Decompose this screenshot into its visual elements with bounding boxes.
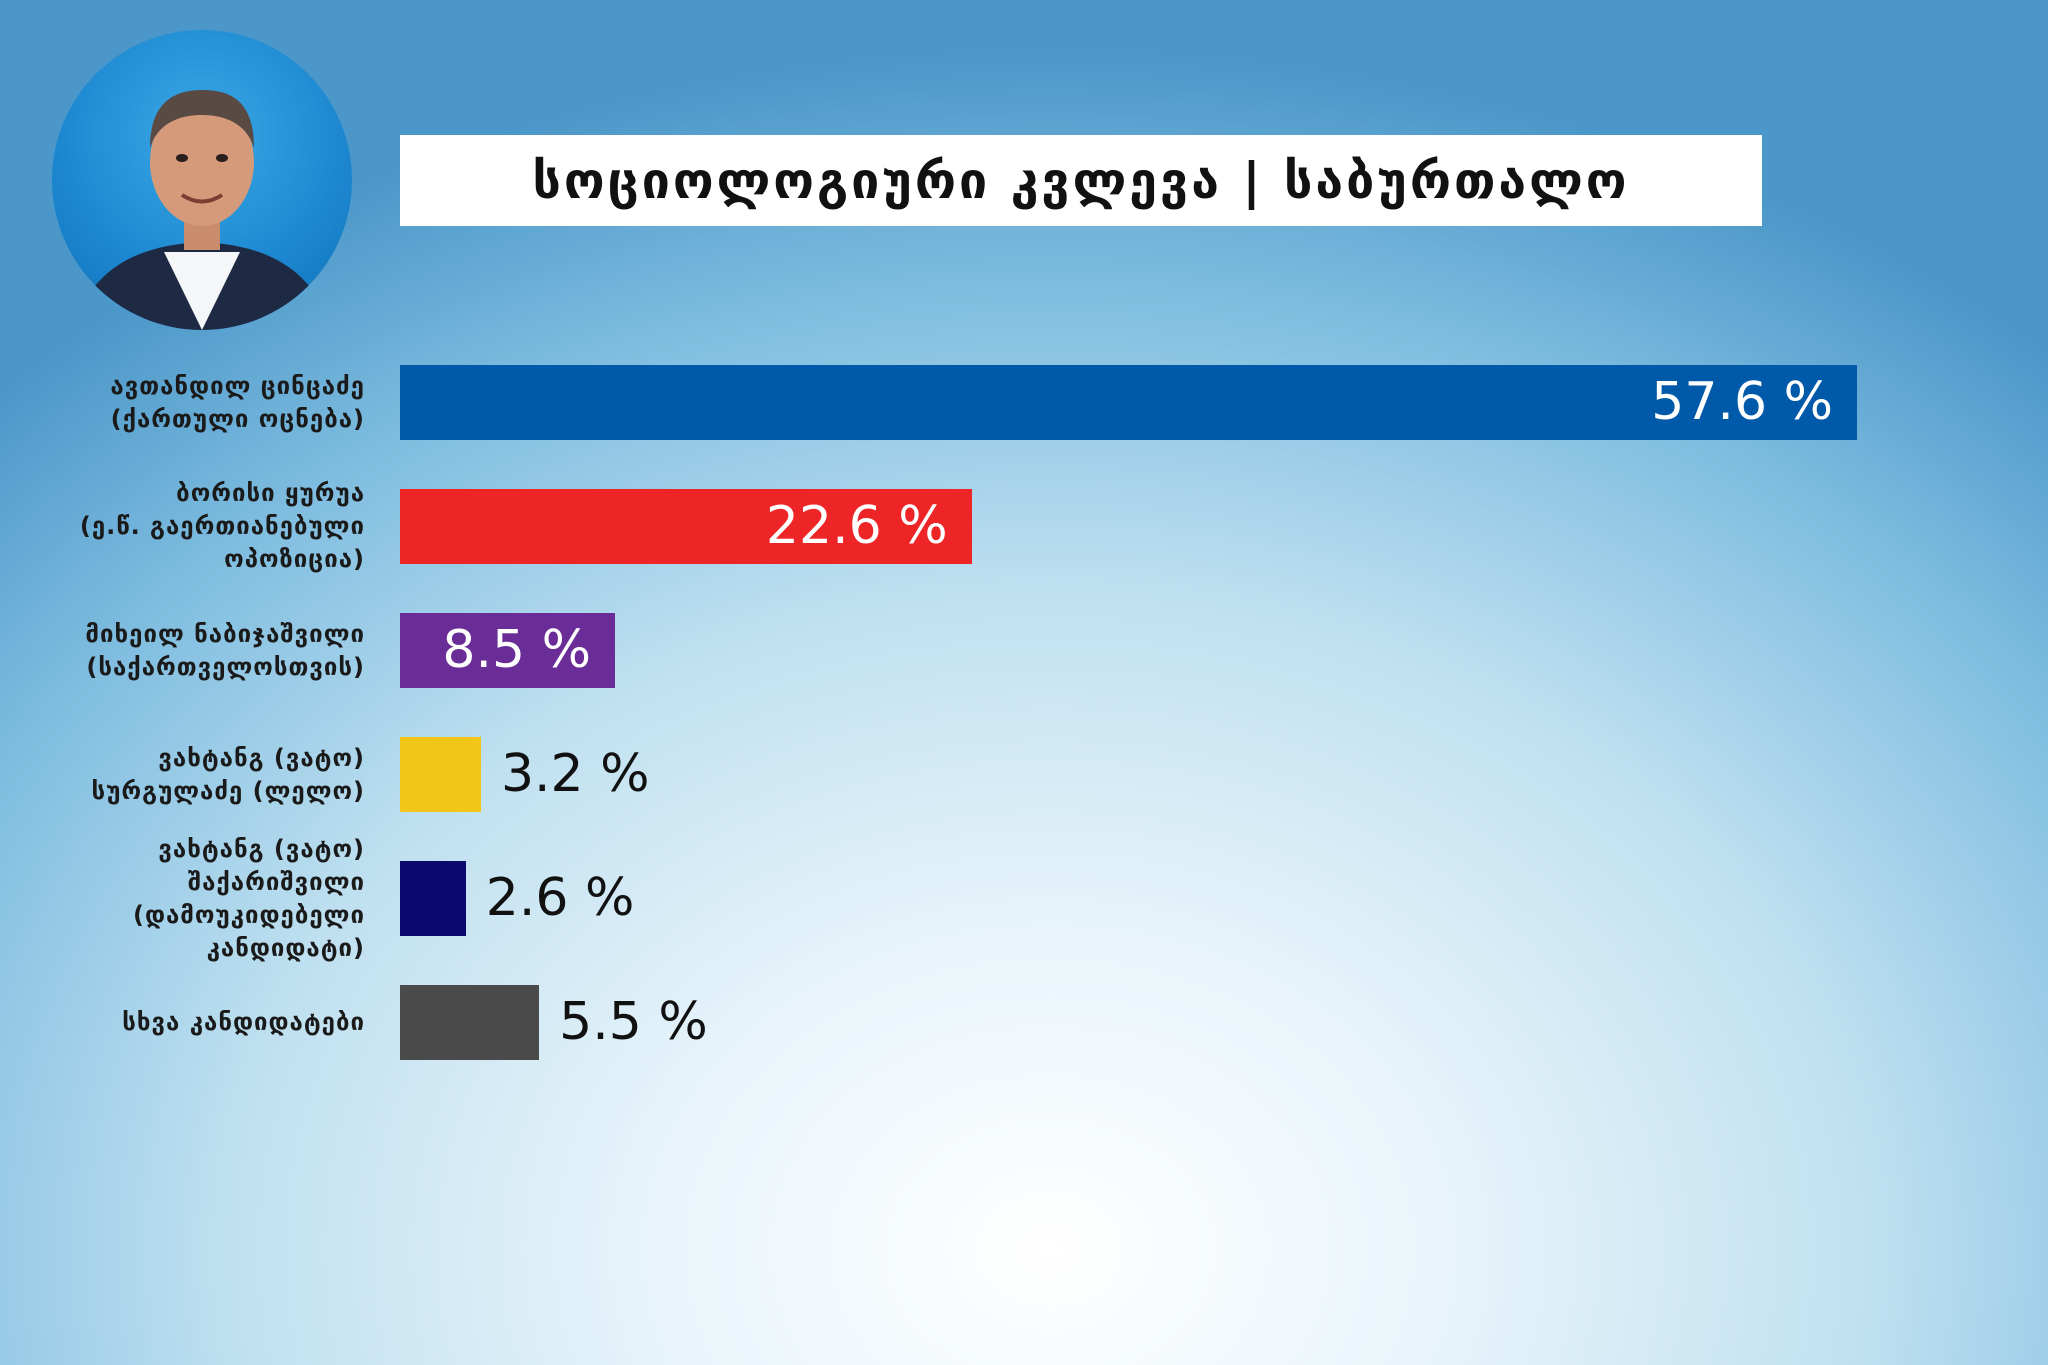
value-label: 8.5 % xyxy=(442,620,591,680)
category-label-line: ვახტანგ (ვატო) xyxy=(158,834,365,863)
category-label: ვახტანგ (ვატო) სურგულაძე (ლელო) xyxy=(5,742,365,808)
bar xyxy=(400,985,540,1060)
bar xyxy=(400,613,615,688)
category-label: ბორისი ყურუა (ე.წ. გაერთიანებული ოპოზიცია) xyxy=(5,477,365,576)
category-label-line: ბორისი ყურუა xyxy=(176,479,365,507)
category-label: ავთანდილ ცინცაძე (ქართული ოცნება) xyxy=(5,370,365,436)
category-label-line: (ე.წ. გაერთიანებული xyxy=(79,512,365,540)
candidate-photo xyxy=(52,30,352,330)
category-label-line: კანდიდატი) xyxy=(206,933,365,962)
title-banner: სოციოლოგიური კვლევა | საბურთალო xyxy=(400,135,1762,226)
value-label: 22.6 % xyxy=(765,496,948,556)
category-label-line: სხვა კანდიდატები xyxy=(122,1008,365,1036)
value-label: 2.6 % xyxy=(485,868,635,928)
bar xyxy=(400,737,481,812)
category-label-line: ოპოზიცია) xyxy=(224,545,365,573)
value-label: 57.6 % xyxy=(1651,372,1833,432)
category-label-line: შაქარიშვილი xyxy=(187,867,365,896)
value-label: 5.5 % xyxy=(559,992,708,1052)
bar xyxy=(400,861,466,936)
category-label-line: ვახტანგ (ვატო) xyxy=(158,743,365,772)
category-label: მიხეილ ნაბიჯაშვილი (საქართველოსთვის) xyxy=(5,618,365,684)
category-label-line: სურგულაძე (ლელო) xyxy=(91,776,365,805)
category-label-line: ავთანდილ ცინცაძე xyxy=(110,371,365,400)
candidate-portrait-icon xyxy=(72,90,332,330)
category-label-line: (ქართული ოცნება) xyxy=(110,404,365,433)
category-label: სხვა კანდიდატები xyxy=(5,1006,365,1039)
category-label: ვახტანგ (ვატო) შაქარიშვილი (დამოუკიდებელი კ… xyxy=(5,833,365,965)
value-label: 3.2 % xyxy=(500,744,650,804)
chart-title: სოციოლოგიური კვლევა | საბურთალო xyxy=(532,151,1630,210)
bar xyxy=(400,489,972,564)
category-label-line: (საქართველოსთვის) xyxy=(86,652,365,681)
category-label-line: მიხეილ ნაბიჯაშვილი xyxy=(85,619,365,648)
bar xyxy=(400,365,1857,440)
category-label-line: (დამოუკიდებელი xyxy=(132,900,365,929)
